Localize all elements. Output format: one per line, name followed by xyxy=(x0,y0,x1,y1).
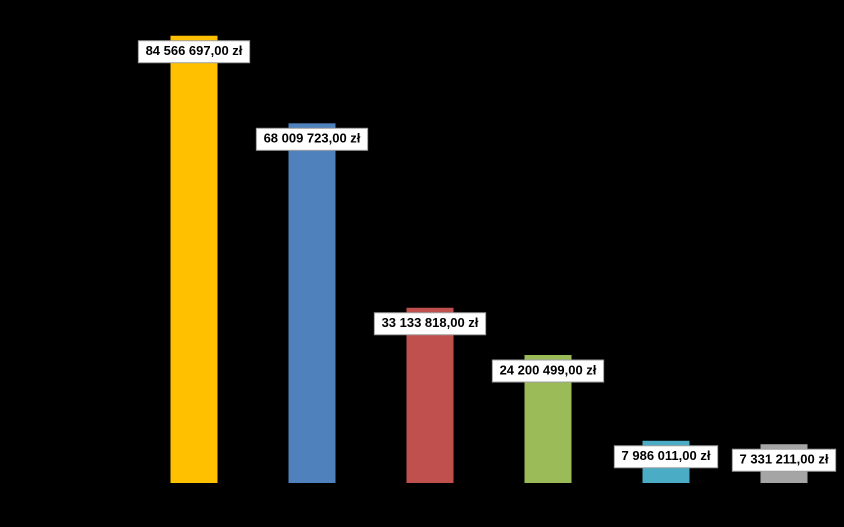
data-label: 7 986 011,00 zł xyxy=(622,448,711,463)
data-label: 24 200 499,00 zł xyxy=(500,362,597,377)
bar xyxy=(170,35,218,483)
data-label-box xyxy=(137,40,251,64)
data-label-box xyxy=(373,312,487,336)
data-label: 68 009 723,00 zł xyxy=(264,131,361,146)
bar xyxy=(406,307,454,483)
data-label-box xyxy=(613,445,719,469)
data-label-box xyxy=(255,127,369,151)
data-label: 84 566 697,00 zł xyxy=(146,43,243,58)
bar xyxy=(288,123,336,483)
data-label-box xyxy=(731,448,837,472)
data-label-box xyxy=(491,359,605,383)
data-label: 33 133 818,00 zł xyxy=(382,315,479,330)
data-label: 7 331 211,00 zł xyxy=(740,452,829,467)
